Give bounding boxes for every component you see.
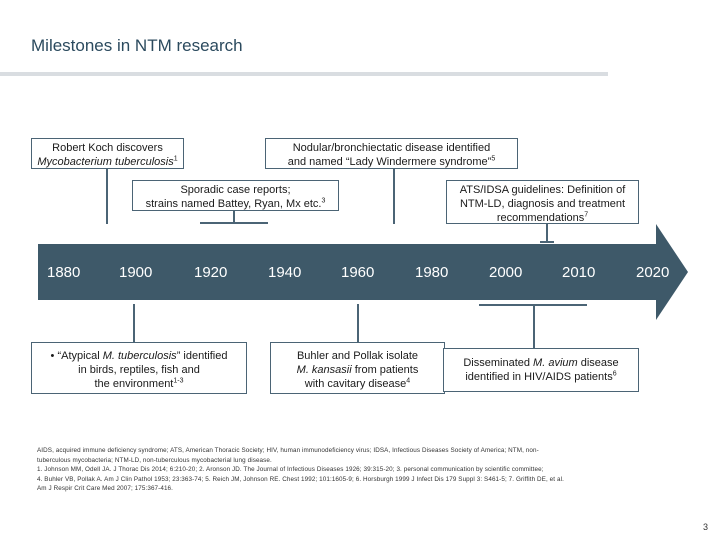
footnote-line: AIDS, acquired immune deficiency syndrom… [37,447,539,454]
buhler-milestone-box: Buhler and Pollak isolate M. kansasii fr… [270,342,445,394]
year-1980: 1980 [415,264,449,281]
footnotes: AIDS, acquired immune deficiency syndrom… [37,446,687,494]
buhler-ital: M. kansasii [296,364,352,376]
mac-pre: Disseminated [463,357,534,369]
ats-sup: 7 [584,211,589,219]
ats-milestone-box: ATS/IDSA guidelines: Definition of NTM-L… [446,180,639,224]
koch-line1: Robert Koch discovers [52,142,163,154]
year-1920: 1920 [194,264,228,281]
ats-tick [540,241,554,243]
nodular-milestone-box: Nodular/bronchiectatic disease identifie… [265,138,518,169]
footnote-line: 4. Buhler VB, Pollak A. Am J Clin Pathol… [37,475,564,483]
sporadic-line2: strains named Battey, Ryan, Mx etc. [145,198,322,210]
title-divider [0,72,608,76]
nodular-sup: 5 [491,155,496,163]
mac-bracket [479,304,587,306]
buhler-line2: M. kansasii from patients [275,363,440,377]
timeline-arrow [38,224,688,320]
mac-connector [533,304,535,348]
nodular-line1: Nodular/bronchiectatic disease identifie… [292,142,491,154]
sporadic-line2-wrap: strains named Battey, Ryan, Mx etc.3 [137,197,334,211]
atypical-line2: in birds, reptiles, fish and [78,364,200,376]
year-2020: 2020 [636,264,670,281]
atypical-pre: “Atypical [57,350,103,362]
mac-ital: M. avium [533,357,578,369]
sporadic-connector [233,211,235,224]
ats-line2: NTM-LD, diagnosis and treatment [459,198,626,210]
mac-post: disease [577,357,619,369]
nodular-line2-wrap: and named “Lady Windermere syndrome”5 [270,155,513,169]
ats-connector [546,224,548,242]
koch-line2: Mycobacterium tuberculosis [37,156,174,168]
ats-line1: ATS/IDSA guidelines: Definition of [459,184,626,196]
sporadic-sup: 3 [321,197,326,205]
atypical-line3-wrap: the environment1-3 [36,377,242,391]
ats-line3-wrap: recommendations7 [451,211,634,225]
buhler-connector [357,304,359,342]
sporadic-milestone-box: Sporadic case reports; strains named Bat… [132,180,339,211]
buhler-sup: 4 [406,377,411,385]
atypical-post: ” identified [176,350,228,362]
buhler-line3-wrap: with cavitary disease4 [275,377,440,391]
sporadic-bracket [200,222,268,224]
year-2010: 2010 [562,264,596,281]
koch-milestone-box: Robert Koch discovers Mycobacterium tube… [31,138,184,169]
footnote-line: Am J Respir Crit Care Med 2007; 175:367-… [37,485,173,493]
nodular-line2: and named “Lady Windermere syndrome” [287,156,492,168]
nodular-connector [393,169,395,224]
year-1940: 1940 [268,264,302,281]
bullet: • [50,350,58,362]
year-1960: 1960 [341,264,375,281]
atypical-connector [133,304,135,342]
mac-sup: 6 [612,370,617,378]
atypical-ital: M. tuberculosis [102,350,177,362]
page-number: 3 [702,522,708,532]
atypical-milestone-box: • “Atypical M. tuberculosis” identified … [31,342,247,394]
mac-milestone-box: Disseminated M. avium disease identified… [443,348,639,392]
page-title: Milestones in NTM research [31,36,243,55]
buhler-line3: with cavitary disease [304,378,407,390]
sporadic-line1: Sporadic case reports; [180,184,291,196]
footnote-line: 1. Johnson MM, Odell JA. J Thorac Dis 20… [37,466,544,474]
atypical-sup: 1-3 [173,377,184,385]
footnote-line: tuberculous mycobacteria; NTM-LD, non-tu… [37,456,272,464]
ats-line3: recommendations [496,212,585,224]
atypical-line1: • “Atypical M. tuberculosis” identified [36,349,242,363]
koch-connector [106,169,108,224]
mac-line2-wrap: identified in HIV/AIDS patients6 [448,370,634,384]
buhler-line1: Buhler and Pollak isolate [296,350,419,362]
koch-sup: 1 [173,155,178,163]
year-1900: 1900 [119,264,153,281]
mac-line2: identified in HIV/AIDS patients [465,371,613,383]
buhler-line2-post: from patients [351,364,419,376]
year-1880: 1880 [47,264,81,281]
koch-line2-wrap: Mycobacterium tuberculosis1 [36,155,179,169]
atypical-line3: the environment [94,378,174,390]
year-2000: 2000 [489,264,523,281]
mac-line1: Disseminated M. avium disease [448,356,634,370]
